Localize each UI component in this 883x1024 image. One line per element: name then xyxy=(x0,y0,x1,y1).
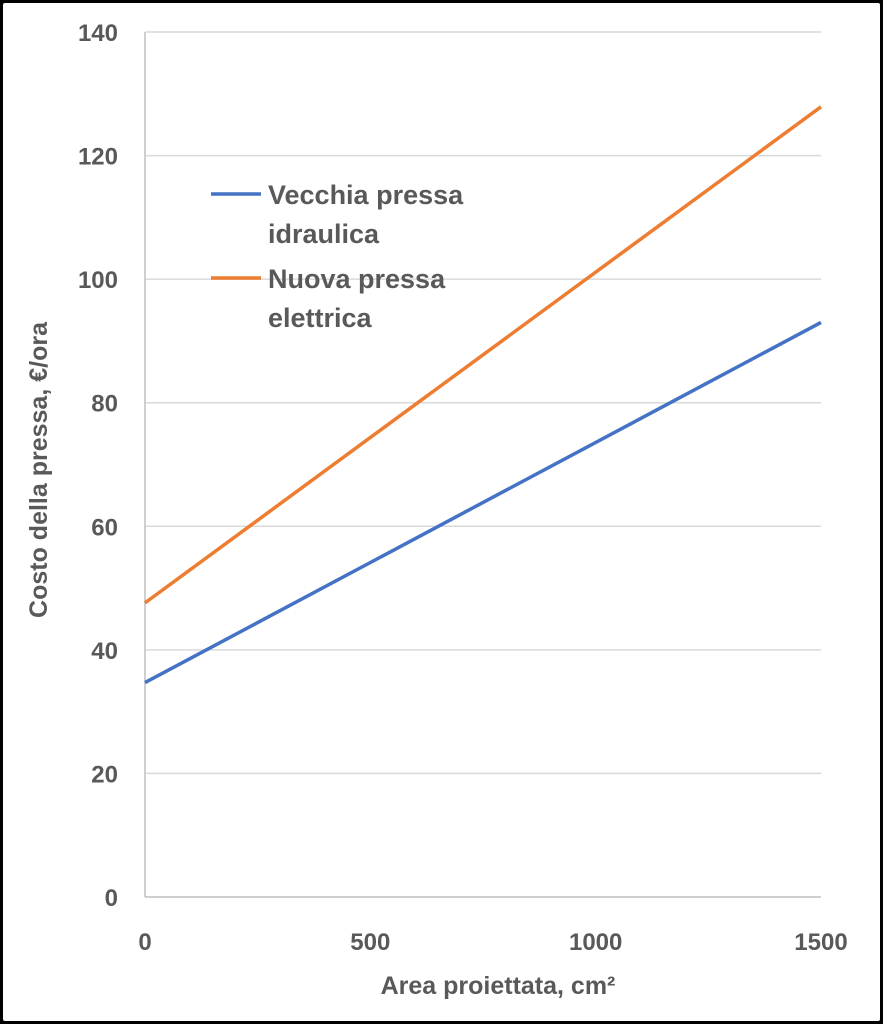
y-tick-label: 20 xyxy=(91,761,118,788)
y-tick-label: 120 xyxy=(78,144,118,171)
series-line-2 xyxy=(143,105,823,605)
axes xyxy=(144,32,821,898)
legend-label-2: Nuova pressa elettrica xyxy=(268,264,446,333)
x-tick-label: 0 xyxy=(138,929,151,956)
gridlines xyxy=(145,31,821,775)
series-lines xyxy=(143,105,823,685)
series-line-1 xyxy=(144,320,822,685)
x-tick-label: 500 xyxy=(350,929,390,956)
x-tick-label: 1500 xyxy=(794,929,847,956)
y-tick-label: 80 xyxy=(91,391,118,418)
y-tick-label: 0 xyxy=(105,885,118,912)
y-tick-label: 100 xyxy=(78,267,118,294)
y-tick-label: 40 xyxy=(91,638,118,665)
y-tick-label: 60 xyxy=(91,514,118,541)
x-tick-label: 1000 xyxy=(569,929,622,956)
legend: Vecchia pressa idraulica Nuova pressa elett… xyxy=(211,180,464,333)
y-tick-label: 140 xyxy=(78,20,118,47)
legend-label-1: Vecchia pressa idraulica xyxy=(268,180,464,249)
x-tick-labels: 0 500 1000 1500 xyxy=(138,929,847,956)
y-axis-title: Costo della pressa, €/ora xyxy=(25,321,53,618)
x-axis-title: Area proiettata, cm² xyxy=(381,972,616,1000)
chart-frame: 0 20 40 60 80 100 120 140 0 500 1000 1500 Vecchia … xyxy=(3,3,880,1021)
y-tick-labels: 0 20 40 60 80 100 120 140 xyxy=(78,20,118,912)
line-chart: 0 20 40 60 80 100 120 140 0 500 1000 1500 Vecchia … xyxy=(25,20,848,1000)
